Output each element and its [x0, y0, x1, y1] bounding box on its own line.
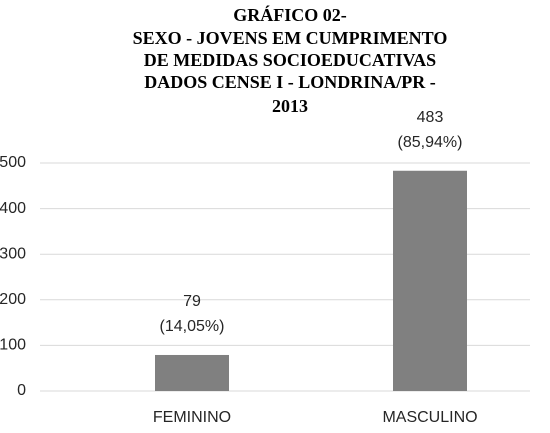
chart-title: DADOS CENSE I - LONDRINA/PR - [144, 72, 436, 92]
y-tick-label: 0 [17, 382, 26, 399]
data-label: 483 [417, 109, 444, 126]
bar [155, 354, 229, 391]
y-tick-label: 400 [0, 200, 26, 217]
y-tick-label: 300 [0, 245, 26, 262]
data-label: (14,05%) [160, 318, 225, 335]
y-tick-label: 100 [0, 337, 26, 354]
x-tick-label: FEMININO [153, 409, 231, 426]
chart-title: 2013 [272, 96, 308, 116]
y-tick-label: 200 [0, 291, 26, 308]
y-tick-label: 500 [0, 154, 26, 171]
chart-title: GRÁFICO 02- [233, 4, 347, 25]
data-label: (85,94%) [398, 134, 463, 151]
data-label: 79 [183, 293, 201, 310]
chart-title: SEXO - JOVENS EM CUMPRIMENTO [133, 28, 448, 48]
x-tick-label: MASCULINO [382, 409, 477, 426]
chart-title: DE MEDIDAS SOCIOEDUCATIVAS [144, 50, 436, 70]
bar [393, 170, 467, 391]
